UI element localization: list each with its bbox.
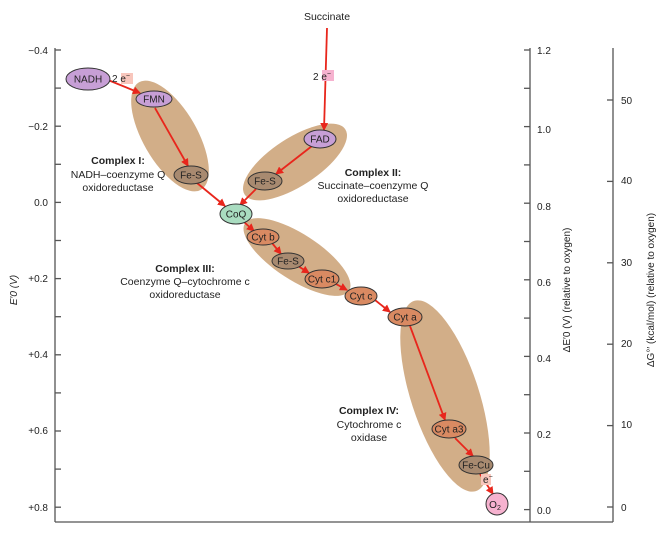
svg-text:Coenzyme Q–cytochrome c: Coenzyme Q–cytochrome c — [120, 276, 250, 288]
right-tick: 40 — [621, 176, 633, 187]
nadh-node: NADH — [65, 67, 111, 91]
left-axis-label: E′0 (V) — [9, 275, 20, 305]
svg-text:oxidoreductase: oxidoreductase — [82, 182, 153, 194]
svg-text:2 e−: 2 e− — [313, 71, 331, 83]
middle-tick: 0.8 — [537, 202, 551, 213]
svg-text:FAD: FAD — [310, 135, 329, 146]
svg-text:oxidoreductase: oxidoreductase — [337, 193, 408, 205]
fe-s-node-complex-iii: Fe-S — [271, 252, 305, 270]
svg-text:Cyt c1: Cyt c1 — [308, 275, 337, 286]
middle-axis-label: ΔE′0 (V) (relative to oxygen) — [562, 228, 573, 353]
svg-text:Fe-S: Fe-S — [277, 257, 299, 268]
left-tick: +0.4 — [28, 350, 48, 361]
complex-i-label: Complex I: NADH–coenzyme Q oxidoreductas… — [71, 155, 166, 194]
cyt-a-node: Cyt a — [387, 307, 423, 327]
right-tick: 10 — [621, 420, 633, 431]
left-tick: −0.2 — [28, 122, 48, 133]
two-electrons-label-2: 2 e− — [313, 70, 334, 83]
middle-tick: 0.6 — [537, 278, 551, 289]
complex-ii-label: Complex II: Succinate–coenzyme Q oxidore… — [318, 167, 429, 205]
svg-text:oxidoreductase: oxidoreductase — [149, 289, 220, 301]
svg-text:NADH–coenzyme Q: NADH–coenzyme Q — [71, 169, 166, 181]
complex-iv-label: Complex IV: Cytochrome c oxidase — [337, 405, 402, 444]
middle-tick: 1.2 — [537, 46, 551, 57]
right-axis: 50 40 30 20 10 0 ΔG°′ (kcal/mol) (relati… — [607, 48, 657, 522]
left-tick: +0.8 — [28, 503, 48, 514]
left-tick: −0.4 — [28, 46, 48, 57]
svg-text:FMN: FMN — [143, 95, 165, 106]
svg-text:Fe-S: Fe-S — [180, 171, 202, 182]
middle-tick: 0.2 — [537, 430, 551, 441]
svg-text:Cytochrome c: Cytochrome c — [337, 419, 402, 431]
fmn-node: FMN — [135, 90, 173, 108]
svg-text:e−: e− — [483, 474, 493, 486]
oxygen-node: O2 — [485, 492, 509, 516]
right-tick: 0 — [621, 503, 627, 514]
fad-node: FAD — [303, 129, 337, 149]
cyt-b-node: Cyt b — [246, 228, 280, 246]
right-axis-label: ΔG°′ (kcal/mol) (relative to oxygen) — [646, 213, 657, 367]
middle-axis: 1.2 1.0 0.8 0.6 0.4 0.2 0.0 ΔE′0 (V) (re… — [524, 46, 573, 522]
svg-text:Complex IV:: Complex IV: — [339, 405, 399, 417]
left-tick: +0.6 — [28, 426, 48, 437]
svg-text:Cyt a3: Cyt a3 — [435, 425, 464, 436]
svg-text:CoQ: CoQ — [226, 210, 247, 221]
two-electrons-label-1: 2 e− — [112, 73, 133, 85]
fe-s-node-complex-i: Fe-S — [173, 165, 209, 185]
left-tick: 0.0 — [34, 198, 48, 209]
svg-text:Cyt c: Cyt c — [350, 292, 373, 303]
svg-text:Fe-Cu: Fe-Cu — [462, 461, 490, 472]
svg-text:NADH: NADH — [74, 75, 102, 86]
left-axis: −0.4 −0.2 0.0 +0.2 +0.4 +0.6 +0.8 E′0 (V… — [9, 46, 613, 523]
cyt-a3-node: Cyt a3 — [431, 419, 467, 439]
fe-s-node-complex-ii: Fe-S — [247, 171, 283, 191]
svg-text:Complex I:: Complex I: — [91, 155, 145, 167]
svg-text:2 e−: 2 e− — [112, 73, 130, 85]
cyt-c-node: Cyt c — [344, 286, 378, 306]
svg-text:Succinate–coenzyme Q: Succinate–coenzyme Q — [318, 180, 429, 192]
svg-text:Complex III:: Complex III: — [155, 263, 215, 275]
svg-text:O2: O2 — [489, 500, 501, 512]
middle-tick: 0.4 — [537, 354, 551, 365]
fe-cu-node: Fe-Cu — [458, 455, 494, 475]
svg-text:Fe-S: Fe-S — [254, 177, 276, 188]
middle-tick: 0.0 — [537, 506, 551, 517]
right-tick: 50 — [621, 96, 633, 107]
right-tick: 20 — [621, 339, 633, 350]
svg-text:Cyt a: Cyt a — [393, 313, 417, 324]
svg-text:Complex II:: Complex II: — [345, 167, 402, 179]
complex-iv-region — [400, 300, 490, 492]
left-tick: +0.2 — [28, 274, 48, 285]
succinate-label: Succinate — [304, 11, 350, 23]
one-electron-label: e− — [481, 474, 493, 486]
middle-tick: 1.0 — [537, 125, 551, 136]
svg-text:oxidase: oxidase — [351, 432, 387, 444]
complex-iii-label: Complex III: Coenzyme Q–cytochrome c oxi… — [120, 263, 250, 301]
coq-node: CoQ — [219, 203, 253, 225]
cyt-c1-node: Cyt c1 — [304, 269, 340, 289]
right-tick: 30 — [621, 258, 633, 269]
svg-text:Cyt b: Cyt b — [251, 233, 275, 244]
